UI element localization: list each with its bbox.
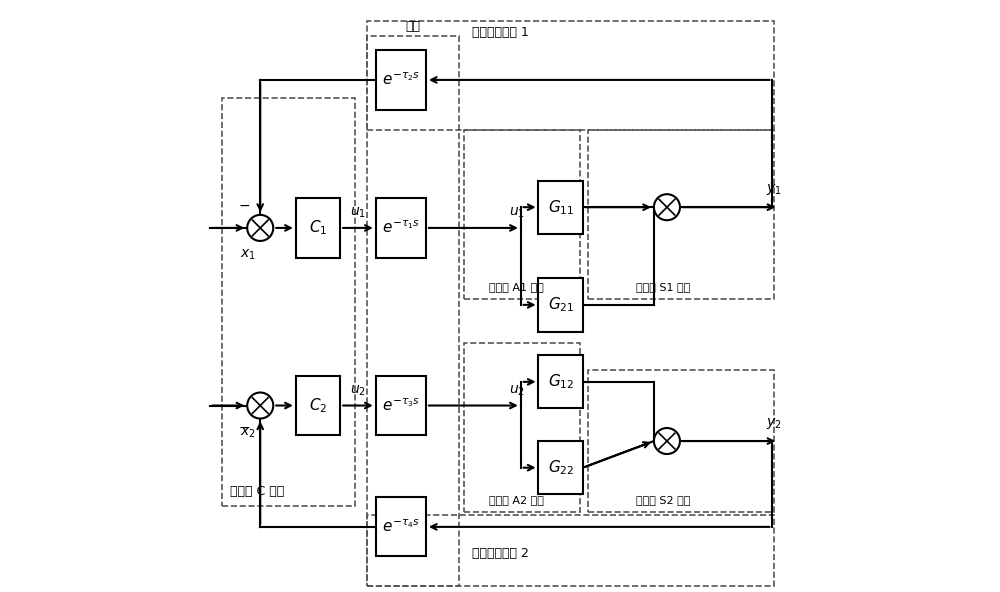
Circle shape	[654, 428, 680, 454]
Text: $u_2$: $u_2$	[350, 384, 366, 398]
Bar	[538, 181, 583, 234]
Text: $-$: $-$	[238, 419, 250, 433]
Text: $e^{-\tau_1 s}$: $e^{-\tau_1 s}$	[382, 220, 420, 236]
Text: 控制器 C 节点: 控制器 C 节点	[230, 485, 284, 498]
Bar	[296, 198, 340, 258]
Bar	[376, 198, 426, 258]
Text: $y_1$: $y_1$	[766, 182, 782, 197]
Text: $u_1$: $u_1$	[509, 206, 525, 220]
Text: $C_1$: $C_1$	[309, 218, 327, 237]
Bar	[222, 98, 355, 506]
Circle shape	[247, 392, 273, 419]
Text: $e^{-\tau_4 s}$: $e^{-\tau_4 s}$	[382, 519, 420, 535]
Bar	[538, 441, 583, 494]
Text: 执行器 A2 节点: 执行器 A2 节点	[489, 496, 544, 505]
Text: $C_2$: $C_2$	[309, 396, 327, 415]
Bar	[538, 278, 583, 332]
Text: $e^{-\tau_2 s}$: $e^{-\tau_2 s}$	[382, 72, 420, 88]
Text: $y_2$: $y_2$	[766, 416, 782, 431]
Text: $e^{-\tau_3 s}$: $e^{-\tau_3 s}$	[382, 397, 420, 414]
Text: $x_2$: $x_2$	[240, 425, 255, 439]
Text: $-$: $-$	[238, 198, 250, 212]
Bar	[367, 36, 459, 586]
Text: 网络: 网络	[405, 20, 420, 33]
Text: $G_{12}$: $G_{12}$	[548, 372, 574, 391]
Text: 执行器 A1 节点: 执行器 A1 节点	[489, 282, 544, 292]
Text: $G_{21}$: $G_{21}$	[548, 295, 574, 314]
Bar	[376, 50, 426, 110]
Bar	[376, 376, 426, 435]
Circle shape	[247, 215, 273, 241]
Text: $G_{22}$: $G_{22}$	[548, 458, 574, 477]
Bar	[367, 515, 774, 586]
Text: $u_1$: $u_1$	[350, 206, 366, 220]
Bar	[464, 130, 580, 299]
Circle shape	[654, 194, 680, 220]
Bar	[376, 497, 426, 556]
Text: 传感器 S2 节点: 传感器 S2 节点	[636, 496, 691, 505]
Text: 传感器 S1 节点: 传感器 S1 节点	[636, 282, 690, 292]
Text: $G_{11}$: $G_{11}$	[548, 198, 574, 217]
Text: 闭环控制回路 2: 闭环控制回路 2	[472, 547, 528, 560]
Bar	[296, 376, 340, 435]
Bar	[588, 370, 774, 512]
Text: 闭环控制回路 1: 闭环控制回路 1	[472, 26, 528, 39]
Bar	[367, 21, 774, 130]
Bar	[588, 130, 774, 299]
Bar	[538, 355, 583, 408]
Text: $u_2$: $u_2$	[509, 384, 525, 398]
Bar	[464, 343, 580, 512]
Text: $x_1$: $x_1$	[240, 247, 255, 262]
